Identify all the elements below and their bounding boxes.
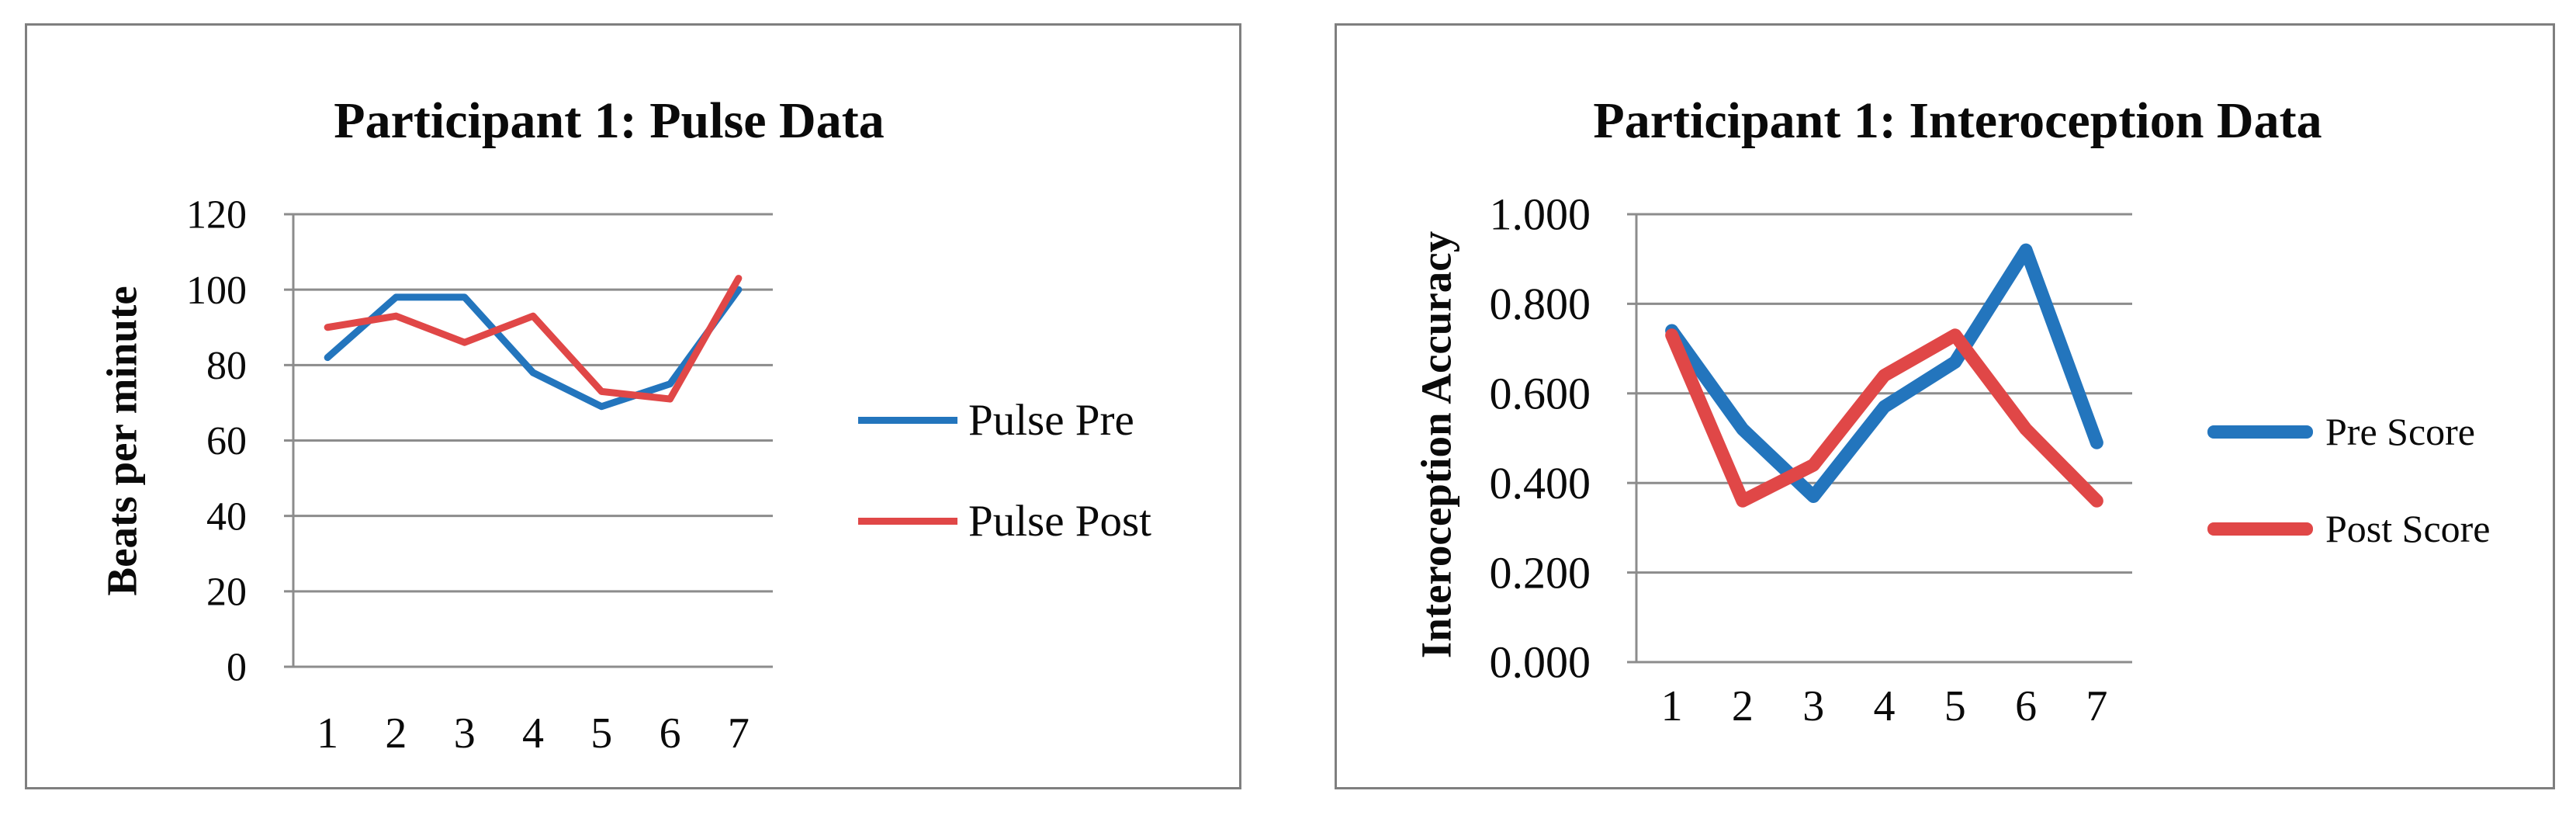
interoception-chart-panel: Participant 1: Interoception Data Intero…	[1335, 23, 2555, 789]
y-tick-label: 120	[186, 193, 247, 238]
series-line-pulse-post	[324, 275, 743, 403]
post-score-line-swatch	[2207, 522, 2313, 536]
y-tick-label: 60	[206, 419, 247, 463]
gridlines	[1627, 213, 2132, 664]
pulse-chart-title: Participant 1: Pulse Data	[334, 92, 885, 149]
x-tick-label: 6	[660, 709, 681, 758]
pulse-post-line-swatch	[858, 517, 957, 525]
x-tick-label: 1	[1661, 682, 1683, 730]
y-tick-label: 80	[206, 344, 247, 388]
x-tick-label: 7	[2086, 682, 2107, 730]
y-tick-label: 0.000	[1490, 637, 1591, 688]
legend-item-pre-score: Pre Score	[2207, 409, 2475, 454]
x-tick-label: 6	[2015, 682, 2037, 730]
x-tick-label: 3	[454, 709, 476, 758]
interoception-chart-title: Participant 1: Interoception Data	[1593, 92, 2322, 149]
y-tick-label: 40	[206, 494, 247, 539]
y-tick-label: 0	[227, 646, 247, 690]
post-score-legend-label: Post Score	[2325, 507, 2491, 550]
series-line-post-score	[1665, 328, 2103, 508]
x-tick-label: 2	[385, 709, 407, 758]
x-tick-label: 2	[1732, 682, 1754, 730]
x-tick-label: 3	[1802, 682, 1824, 730]
y-tick-label: 100	[186, 269, 247, 313]
x-tick-label: 5	[590, 709, 612, 758]
pulse-pre-line-swatch	[858, 416, 957, 424]
y-tick-label: 0.800	[1490, 279, 1591, 329]
y-tick-label: 20	[206, 571, 247, 615]
pulse-pre-legend-label: Pulse Pre	[968, 395, 1134, 445]
pulse-plot-area: 0 20 40 60 80 100 120 1 2 3 4 5 6 7	[186, 193, 773, 758]
series-line-pulse-pre	[324, 286, 743, 411]
x-tick-label: 4	[522, 709, 544, 758]
legend-item-pulse-post: Pulse Post	[858, 496, 1151, 546]
legend-item-post-score: Post Score	[2207, 506, 2491, 551]
y-tick-label: 0.600	[1490, 369, 1591, 419]
series-line-pre-score	[1665, 243, 2103, 504]
pulse-post-legend-label: Pulse Post	[968, 496, 1151, 546]
x-tick-label: 5	[1944, 682, 1966, 730]
x-tick-label: 1	[317, 709, 338, 758]
pre-score-line-swatch	[2207, 425, 2313, 439]
y-tick-label: 0.200	[1490, 547, 1591, 598]
pre-score-legend-label: Pre Score	[2325, 410, 2475, 453]
x-tick-label: 7	[728, 709, 750, 758]
gridlines	[284, 213, 773, 668]
pulse-chart-panel: Participant 1: Pulse Data Beats per minu…	[25, 23, 1241, 789]
y-tick-label: 0.400	[1490, 458, 1591, 508]
legend-item-pulse-pre: Pulse Pre	[858, 395, 1134, 445]
x-tick-label: 4	[1874, 682, 1896, 730]
y-tick-label: 1.000	[1490, 189, 1591, 240]
